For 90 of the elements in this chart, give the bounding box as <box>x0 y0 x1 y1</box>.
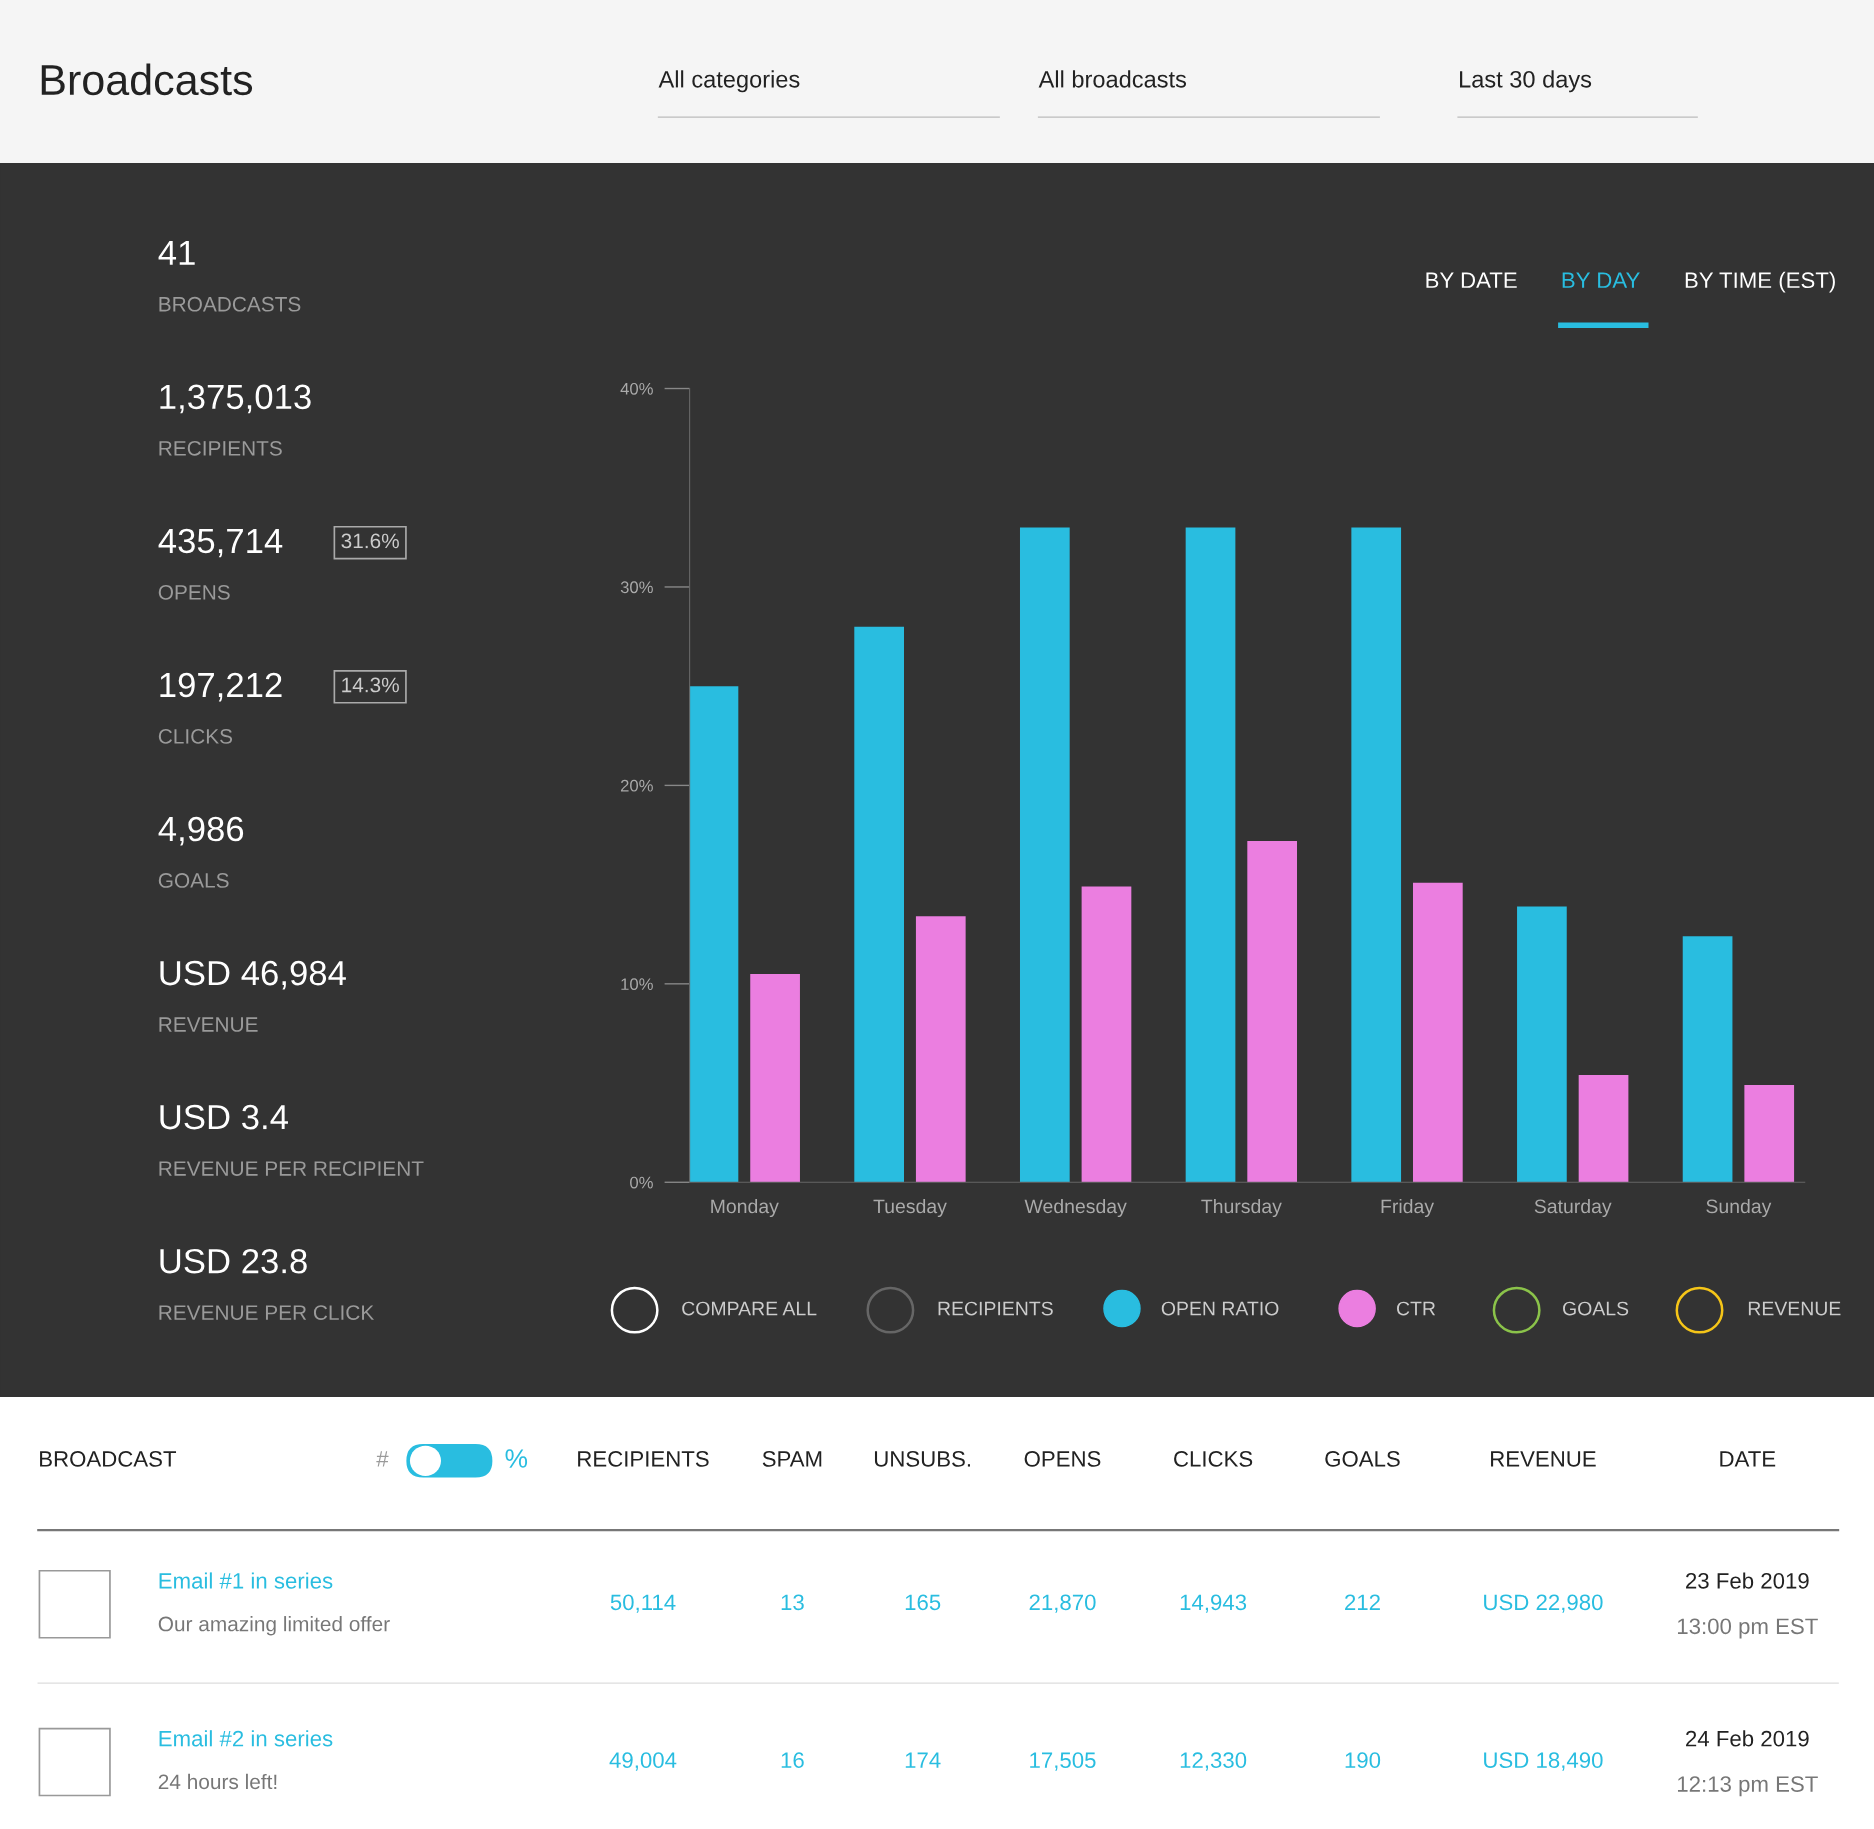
text: USD 23.8 <box>160 1248 307 1274</box>
text: 14.3% <box>342 677 399 693</box>
bar <box>915 916 966 1183</box>
legend-label: CTR <box>1397 1301 1436 1316</box>
text: Email #2 in series <box>159 1730 333 1747</box>
text: 13 <box>781 1594 804 1611</box>
text: RECIPIENTS <box>938 1301 1053 1316</box>
legend-label: OPEN RATIO <box>1161 1301 1279 1316</box>
bar <box>750 973 800 1183</box>
text: 13:00 pm EST <box>1677 1618 1818 1639</box>
x-tick-label: Thursday <box>1201 1198 1282 1218</box>
x-tick-label: Monday <box>711 1198 779 1218</box>
category-label: REVENUE <box>159 1017 258 1032</box>
text: USD 46,984 <box>160 960 346 990</box>
text: 12,330 <box>1180 1752 1247 1771</box>
category-label: REVENUE <box>1491 1451 1596 1467</box>
text: Broadcasts <box>41 63 253 96</box>
text: 50,114 <box>610 1594 676 1613</box>
category-label: GOALS <box>1325 1451 1400 1467</box>
x-tick-label: Wednesday <box>1024 1198 1127 1218</box>
text: 197,212 <box>160 672 282 702</box>
y-tick-label: 10% <box>621 978 653 991</box>
text: 24 Feb 2019 <box>1686 1730 1809 1747</box>
category-label: All broadcasts <box>1038 70 1187 88</box>
text: 31.6% <box>341 533 399 549</box>
y-tick-label: 20% <box>620 779 653 792</box>
bar <box>1578 1075 1629 1183</box>
text: 435,714 <box>158 528 283 558</box>
category-label: DATE <box>1720 1451 1776 1467</box>
category-label: RECIPIENTS <box>159 440 282 456</box>
x-tick-label: Sunday <box>1706 1198 1772 1218</box>
text: 212 <box>1345 1594 1380 1611</box>
category-label: CLICKS <box>158 729 233 744</box>
y-tick-label: 0% <box>630 1176 653 1189</box>
text: BY TIME (EST) <box>1685 271 1835 293</box>
x-tick-label: Friday <box>1381 1198 1435 1218</box>
category-label: RECIPIENTS <box>578 1451 709 1467</box>
y-tick-label: 30% <box>620 581 653 594</box>
bar <box>1744 1085 1795 1183</box>
text: USD 18,490 <box>1484 1752 1603 1771</box>
bar <box>1351 527 1402 1183</box>
text: 17,505 <box>1030 1752 1096 1771</box>
bar <box>1247 840 1298 1183</box>
category-label: UNSUBS. <box>874 1451 971 1467</box>
text: 4,986 <box>158 816 244 846</box>
category-label: BROADCASTS <box>159 296 301 312</box>
category-label: BROADCAST <box>40 1451 177 1467</box>
bar <box>689 686 739 1183</box>
category-label: % <box>505 1449 528 1468</box>
text: 165 <box>905 1594 941 1611</box>
category-label: OPENS <box>1024 1451 1101 1467</box>
x-tick-label: Saturday <box>1534 1198 1612 1218</box>
y-tick-label: 40% <box>620 382 653 395</box>
category-label: CLICKS <box>1174 1451 1253 1467</box>
text: 41 <box>158 240 195 265</box>
text: USD 3.4 <box>160 1104 288 1130</box>
text: 16 <box>781 1752 804 1769</box>
bar <box>1413 882 1463 1183</box>
text: 23 Feb 2019 <box>1686 1572 1809 1589</box>
text: Email #1 in series <box>159 1572 333 1589</box>
text: BY DAY <box>1562 272 1640 288</box>
text: BY DATE <box>1426 272 1517 288</box>
text: 21,870 <box>1029 1594 1096 1613</box>
x-tick-label: Tuesday <box>873 1198 947 1218</box>
bar <box>854 626 904 1183</box>
text: 174 <box>905 1752 941 1768</box>
bar <box>1019 527 1070 1183</box>
category-label: OPENS <box>158 584 230 600</box>
text: 49,004 <box>609 1752 677 1771</box>
category-label: REVENUE PER CLICK <box>159 1305 375 1320</box>
text: GOALS <box>1563 1301 1629 1316</box>
category-label: All categories <box>658 70 800 93</box>
bar <box>1517 906 1567 1183</box>
text: REVENUE <box>1748 1301 1841 1316</box>
category-label: SPAM <box>762 1451 822 1467</box>
text: 12:13 pm EST <box>1677 1776 1818 1797</box>
bar <box>1682 936 1733 1183</box>
text: USD 22,980 <box>1484 1594 1603 1613</box>
text: 190 <box>1345 1752 1381 1769</box>
category-label: # <box>376 1451 389 1467</box>
category-label: GOALS <box>158 873 229 888</box>
bar <box>1185 527 1236 1183</box>
category-label: REVENUE PER RECIPIENT <box>159 1161 424 1176</box>
text: 14,943 <box>1180 1594 1247 1613</box>
text: 24 hours left! <box>158 1773 277 1790</box>
category-label: Last 30 days <box>1460 70 1592 93</box>
text: Our amazing limited offer <box>158 1616 390 1636</box>
bar <box>1081 886 1132 1183</box>
text: 1,375,013 <box>160 384 311 414</box>
text: COMPARE ALL <box>682 1301 817 1316</box>
